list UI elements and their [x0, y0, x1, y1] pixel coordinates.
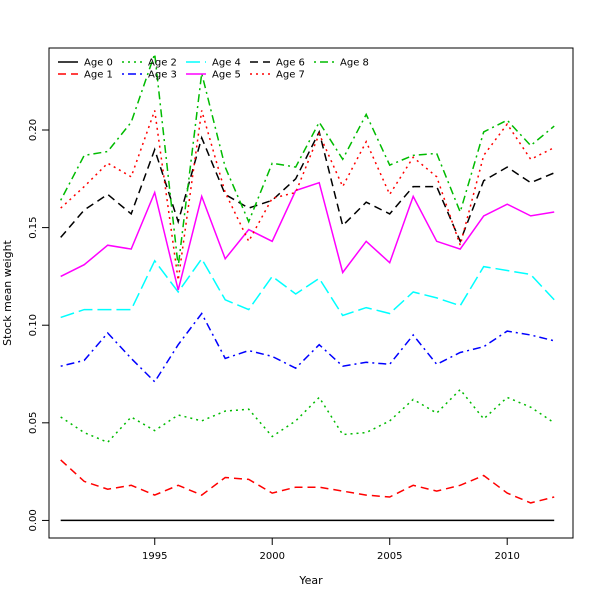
y-axis: 0.00 0.05 0.10 0.15 0.20: [28, 119, 50, 532]
series-line-age-4: [60, 257, 555, 319]
plot-frame: [48, 47, 574, 539]
legend-item-age-1: Age 1: [58, 70, 113, 81]
legend-label: Age 8: [340, 58, 369, 69]
y-tick-label: 0.20: [28, 119, 39, 141]
y-tick-label: 0.05: [28, 412, 39, 434]
x-axis: 1995 2000 2005 2010: [142, 537, 520, 562]
series-line-age-8: [60, 53, 555, 267]
x-tick-label: 1995: [142, 551, 167, 562]
legend-item-age-8: Age 8: [314, 58, 369, 69]
x-tick-label: 2000: [260, 551, 285, 562]
legend-label: Age 4: [212, 58, 241, 69]
series-line-age-2: [60, 388, 555, 444]
legend-label: Age 1: [84, 70, 113, 81]
y-tick-label: 0.15: [28, 216, 39, 238]
series-line-age-3: [60, 312, 555, 383]
x-tick-label: 2005: [377, 551, 402, 562]
legend-label: Age 7: [276, 70, 305, 81]
y-axis-label: Stock mean weight: [1, 239, 14, 345]
legend-item-age-2: Age 2: [122, 58, 177, 69]
legend-label: Age 2: [148, 58, 177, 69]
series-line-age-5: [60, 181, 555, 291]
legend-item-age-6: Age 6: [250, 58, 305, 69]
x-tick-label: 2010: [494, 551, 519, 562]
series-line-age-1: [60, 459, 555, 504]
legend-label: Age 6: [276, 58, 305, 69]
series-line-age-6: [60, 129, 555, 244]
legend-item-age-0: Age 0: [58, 58, 113, 69]
series-layer: [60, 53, 555, 522]
legend-item-age-7: Age 7: [250, 70, 305, 81]
legend-label: Age 0: [84, 58, 113, 69]
legend-label: Age 3: [148, 70, 177, 81]
legend-item-age-4: Age 4: [186, 58, 241, 69]
x-axis-label: Year: [298, 574, 323, 587]
series-line-age-7: [60, 110, 555, 281]
legend-label: Age 5: [212, 70, 241, 81]
legend-item-age-5: Age 5: [186, 70, 241, 81]
legend-item-age-3: Age 3: [122, 70, 177, 81]
y-tick-label: 0.10: [28, 314, 39, 336]
y-tick-label: 0.00: [28, 509, 39, 531]
